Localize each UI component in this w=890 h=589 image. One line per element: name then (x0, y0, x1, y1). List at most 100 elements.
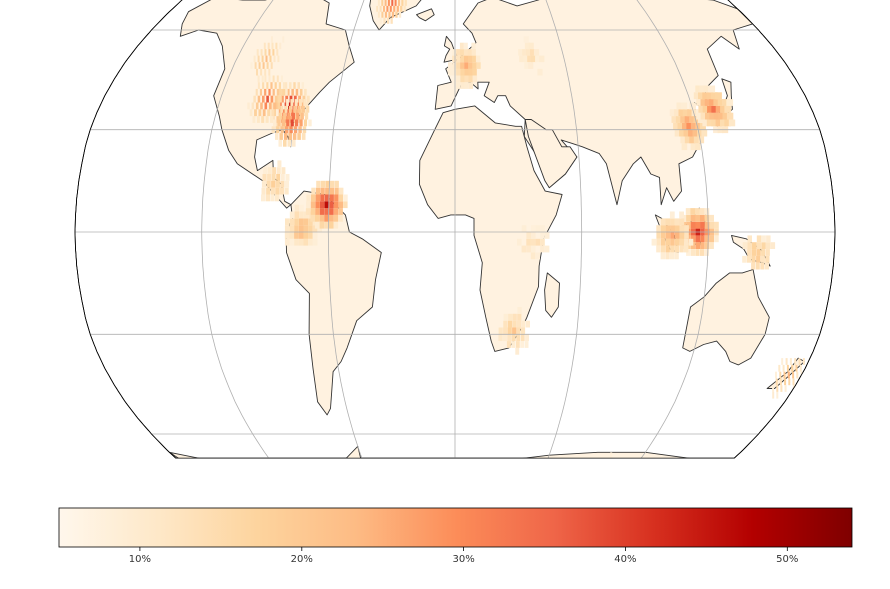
data-cell (665, 218, 671, 226)
data-cell (531, 55, 537, 63)
hotspot-greenland-coast (376, 0, 407, 24)
data-cell (610, 452, 613, 459)
data-cell (282, 36, 285, 43)
data-cell (799, 364, 802, 372)
data-cell (674, 109, 681, 117)
data-cell (765, 242, 771, 249)
data-cell (508, 313, 513, 321)
data-cell (289, 238, 295, 246)
hotspot-korea-japan (693, 85, 736, 134)
data-cell (688, 129, 694, 137)
data-cell (530, 245, 536, 253)
data-cell (751, 249, 757, 256)
hotspot-south-africa (498, 307, 530, 355)
data-cell (756, 242, 762, 249)
data-cell (523, 55, 529, 63)
data-cell (761, 249, 766, 256)
data-cell (272, 75, 275, 83)
data-cell (263, 167, 268, 174)
data-cell (702, 119, 709, 127)
data-cell (713, 99, 721, 106)
data-cell (540, 225, 545, 232)
data-cell (498, 327, 503, 335)
data-cell (512, 313, 517, 321)
data-cell (278, 112, 282, 120)
data-cell (680, 136, 687, 144)
data-cell (724, 105, 732, 113)
data-cell (711, 105, 719, 113)
data-cell (781, 358, 784, 365)
data-cell (301, 82, 305, 89)
data-cell (596, 475, 598, 480)
data-cell (265, 116, 269, 123)
data-cell (274, 82, 277, 89)
data-cell (298, 238, 304, 246)
data-cell (403, 5, 406, 12)
data-cell (526, 245, 531, 253)
data-cell (266, 95, 269, 103)
data-cell (525, 334, 529, 342)
colorbar-ticks: 10% 20% 30% 40% 50% (129, 547, 798, 565)
data-cell (472, 68, 477, 76)
data-cell (277, 119, 281, 127)
data-cell (303, 232, 309, 239)
hotspot-layer (247, 0, 805, 480)
data-cell (379, 5, 382, 12)
data-cell (726, 112, 734, 120)
data-cell (460, 62, 465, 69)
data-cell (524, 42, 530, 50)
data-cell (775, 371, 777, 379)
data-cell (688, 238, 694, 246)
data-cell (270, 62, 273, 69)
data-cell (533, 49, 540, 56)
data-cell (284, 238, 290, 246)
data-cell (752, 242, 757, 249)
data-cell (270, 187, 275, 195)
data-cell (247, 102, 250, 110)
data-cell (521, 225, 527, 232)
data-cell (261, 116, 265, 123)
data-cell (284, 82, 288, 89)
data-cell (502, 334, 507, 342)
data-cell (792, 378, 795, 386)
data-cell (262, 174, 267, 181)
data-cell (281, 102, 285, 110)
data-cell (308, 119, 312, 127)
data-cell (311, 194, 316, 202)
data-cell (783, 371, 786, 379)
data-cell (284, 232, 290, 239)
data-cell (280, 174, 285, 181)
data-cell (695, 242, 700, 249)
data-cell (789, 358, 792, 365)
data-cell (303, 99, 307, 106)
hotspot-western-europe (447, 42, 481, 89)
data-cell (788, 378, 791, 386)
data-cell (679, 232, 685, 239)
data-cell (709, 99, 716, 106)
colorbar-tick-label: 10% (129, 554, 151, 565)
data-cell (320, 180, 326, 188)
data-cell (291, 88, 294, 96)
data-cell (277, 55, 280, 63)
data-cell (254, 62, 257, 69)
data-cell (379, 17, 382, 24)
data-cell (381, 11, 384, 18)
data-cell (249, 109, 253, 117)
data-cell (312, 218, 318, 226)
data-cell (393, 5, 396, 12)
data-cell (333, 208, 339, 215)
data-cell (680, 102, 688, 110)
data-cell (288, 133, 292, 140)
data-cell (377, 0, 380, 6)
data-cell (333, 214, 339, 222)
data-cell (700, 221, 705, 229)
hotspot-new-guinea (742, 235, 776, 270)
data-cell (698, 105, 705, 113)
data-cell (692, 129, 699, 137)
data-cell (299, 88, 303, 96)
data-cell (272, 49, 275, 56)
data-cell (503, 320, 508, 328)
data-cell (320, 187, 325, 195)
data-cell (319, 208, 325, 215)
data-cell (506, 341, 511, 348)
